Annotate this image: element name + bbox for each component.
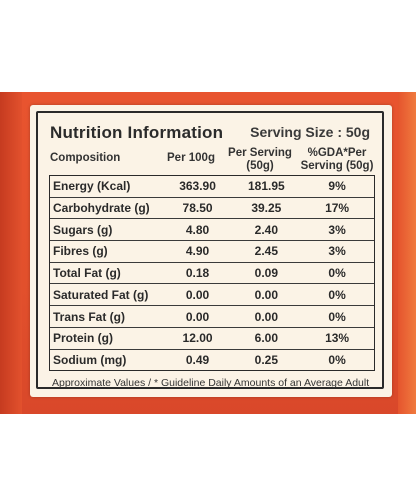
value-per-100g: 363.90 xyxy=(179,179,216,194)
table-row: Sugars (g) 4.80 2.40 3% xyxy=(50,219,374,242)
footnote: Approximate Values / * Guideline Daily A… xyxy=(52,377,370,389)
nutrient-name: Sugars (g) xyxy=(53,222,113,237)
value-gda: 0% xyxy=(328,309,346,324)
value-gda: 13% xyxy=(325,331,350,346)
value-per-100g: 0.00 xyxy=(185,287,210,302)
package-fold-left xyxy=(0,92,22,414)
nutrition-table: Energy (Kcal) 363.90 181.95 9% Carbohydr… xyxy=(49,175,375,371)
value-per-serving: 2.45 xyxy=(254,244,278,259)
nutrition-label: Nutrition Information Serving Size : 50g… xyxy=(30,105,392,397)
value-per-serving: 2.40 xyxy=(254,222,278,237)
value-per-serving: 39.25 xyxy=(251,201,282,216)
value-gda: 0% xyxy=(328,266,346,281)
nutrient-name: Total Fat (g) xyxy=(53,266,121,281)
value-per-serving: 0.00 xyxy=(254,309,278,324)
value-gda: 0% xyxy=(328,353,346,368)
nutrient-name: Energy (Kcal) xyxy=(53,179,131,194)
value-gda: 3% xyxy=(328,244,346,259)
serving-size: Serving Size : 50g xyxy=(250,124,370,140)
table-row: Trans Fat (g) 0.00 0.00 0% xyxy=(50,306,374,328)
nutrient-name: Protein (g) xyxy=(53,331,113,346)
table-row: Energy (Kcal) 363.90 181.95 9% xyxy=(50,176,374,198)
value-per-100g: 12.00 xyxy=(182,331,213,346)
value-per-100g: 0.49 xyxy=(185,353,210,368)
value-per-serving: 181.95 xyxy=(247,179,285,194)
header-gda-line1: %GDA*Per xyxy=(307,147,367,159)
nutrient-name: Saturated Fat (g) xyxy=(53,287,149,302)
value-per-100g: 78.50 xyxy=(182,201,213,216)
table-row: Saturated Fat (g) 0.00 0.00 0% xyxy=(50,285,374,307)
package-fold-right xyxy=(398,92,416,414)
value-per-serving: 0.00 xyxy=(254,287,278,302)
value-per-100g: 4.90 xyxy=(185,244,210,259)
nutrient-name: Trans Fat (g) xyxy=(53,309,126,324)
table-row: Sodium (mg) 0.49 0.25 0% xyxy=(50,350,374,372)
table-row: Protein (g) 12.00 6.00 13% xyxy=(50,328,374,350)
header-composition: Composition xyxy=(50,152,121,164)
label-frame: Nutrition Information Serving Size : 50g… xyxy=(36,111,384,389)
table-row: Fibres (g) 4.90 2.45 3% xyxy=(50,241,374,263)
panel-title: Nutrition Information xyxy=(50,123,224,142)
value-per-100g: 0.18 xyxy=(185,266,210,281)
value-per-100g: 4.80 xyxy=(185,222,210,237)
header-per-100g: Per 100g xyxy=(167,152,215,164)
value-per-100g: 0.00 xyxy=(185,309,210,324)
nutrient-name: Sodium (mg) xyxy=(53,353,127,368)
table-row: Carbohydrate (g) 78.50 39.25 17% xyxy=(50,198,374,220)
value-per-serving: 6.00 xyxy=(254,331,278,346)
value-gda: 0% xyxy=(328,287,346,302)
header-per-serving: Per Serving (50g) xyxy=(224,147,296,173)
value-gda: 9% xyxy=(328,179,346,194)
value-gda: 3% xyxy=(328,222,346,237)
value-gda: 17% xyxy=(325,201,350,216)
nutrient-name: Carbohydrate (g) xyxy=(53,201,150,216)
table-row: Total Fat (g) 0.18 0.09 0% xyxy=(50,263,374,285)
header-gda-line2: Serving (50g) xyxy=(300,160,374,172)
value-per-serving: 0.25 xyxy=(254,353,278,368)
header-per-serving-line2: (50g) xyxy=(246,160,274,172)
nutrient-name: Fibres (g) xyxy=(53,244,108,259)
value-per-serving: 0.09 xyxy=(254,266,278,281)
header-per-serving-line1: Per Serving xyxy=(228,147,292,159)
header-gda: %GDA*Per Serving (50g) xyxy=(296,147,378,173)
